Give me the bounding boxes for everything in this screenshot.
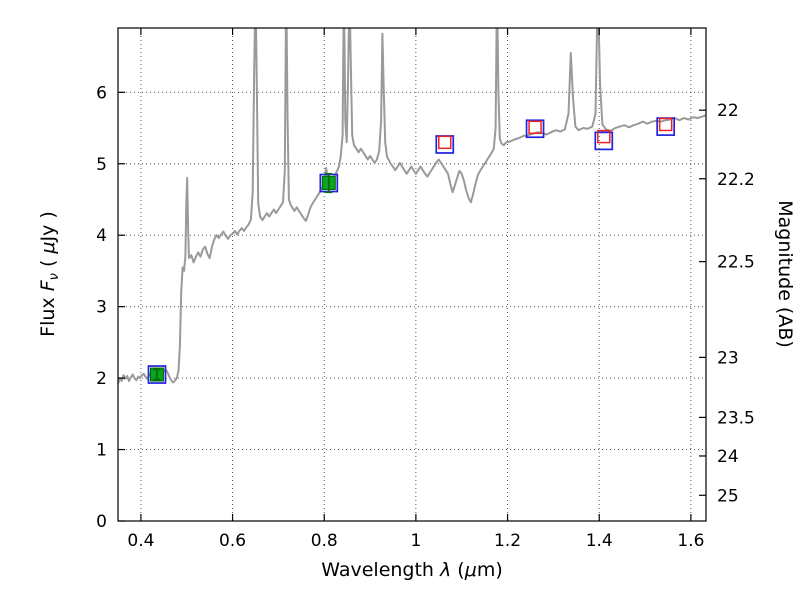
magnitude-tick-label: 22.2 — [717, 170, 755, 190]
x-axis-unit-open: ( — [451, 559, 464, 581]
x-tick-label: 1.2 — [494, 531, 521, 551]
x-tick-label: 1 — [410, 531, 421, 551]
magnitude-tick-label: 25 — [717, 486, 739, 506]
y-tick-label: 6 — [96, 83, 107, 103]
y-tick-label: 3 — [96, 298, 107, 318]
x-tick-label: 0.8 — [311, 531, 338, 551]
y-axis-label-right: Magnitude (AB) — [774, 200, 796, 348]
mu-symbol: μ — [464, 559, 477, 581]
predicted-ir-flux-marker — [597, 129, 611, 144]
y-tick-label: 1 — [96, 441, 107, 461]
magnitude-tick-label: 22.5 — [717, 253, 755, 273]
y-tick-label: 4 — [96, 226, 107, 246]
predicted-ir-flux-marker — [658, 117, 673, 132]
predicted-ir-flux-marker — [438, 135, 452, 150]
axes-frame — [117, 27, 707, 522]
magnitude-tick-label: 23.5 — [717, 408, 755, 428]
y-tick-label: 0 — [96, 512, 107, 532]
x-tick-label: 1.4 — [586, 531, 613, 551]
x-axis-label-text: Wavelength — [321, 559, 440, 581]
x-tick-label: 1.6 — [677, 531, 704, 551]
model-band-flux-marker — [525, 119, 545, 139]
flux-F-symbol: F — [37, 279, 59, 291]
nu-subscript: ν — [47, 273, 62, 280]
model-band-flux-marker — [594, 131, 614, 151]
flux-label-text: Flux — [37, 291, 59, 337]
plot-area: 0.4 0.6 0.8 1 1.2 1.4 1.601234562222.222.52323… — [96, 27, 755, 551]
flux-mu-symbol: μ — [37, 241, 59, 254]
x-axis-unit-close: m) — [477, 559, 503, 581]
y-tick-label: 2 — [96, 369, 107, 389]
model-spectrum-line — [118, 28, 706, 385]
predicted-ir-flux-marker — [528, 120, 542, 135]
x-tick-label: 0.4 — [127, 531, 154, 551]
magnitude-tick-label: 24 — [717, 447, 739, 467]
flux-unit-close: Jy ) — [37, 211, 59, 242]
lambda-symbol: λ — [439, 559, 451, 581]
model-band-flux-marker — [147, 365, 167, 384]
x-axis-label: Wavelength λ (μm) — [321, 559, 502, 581]
flux-unit-open: ( — [37, 254, 59, 274]
y-tick-label: 5 — [96, 155, 107, 175]
magnitude-tick-label: 22 — [717, 101, 739, 121]
magnitude-tick-label: 23 — [717, 348, 739, 368]
x-tick-label: 0.6 — [219, 531, 246, 551]
y-axis-label-left: Flux Fν ( μJy ) — [37, 211, 62, 337]
